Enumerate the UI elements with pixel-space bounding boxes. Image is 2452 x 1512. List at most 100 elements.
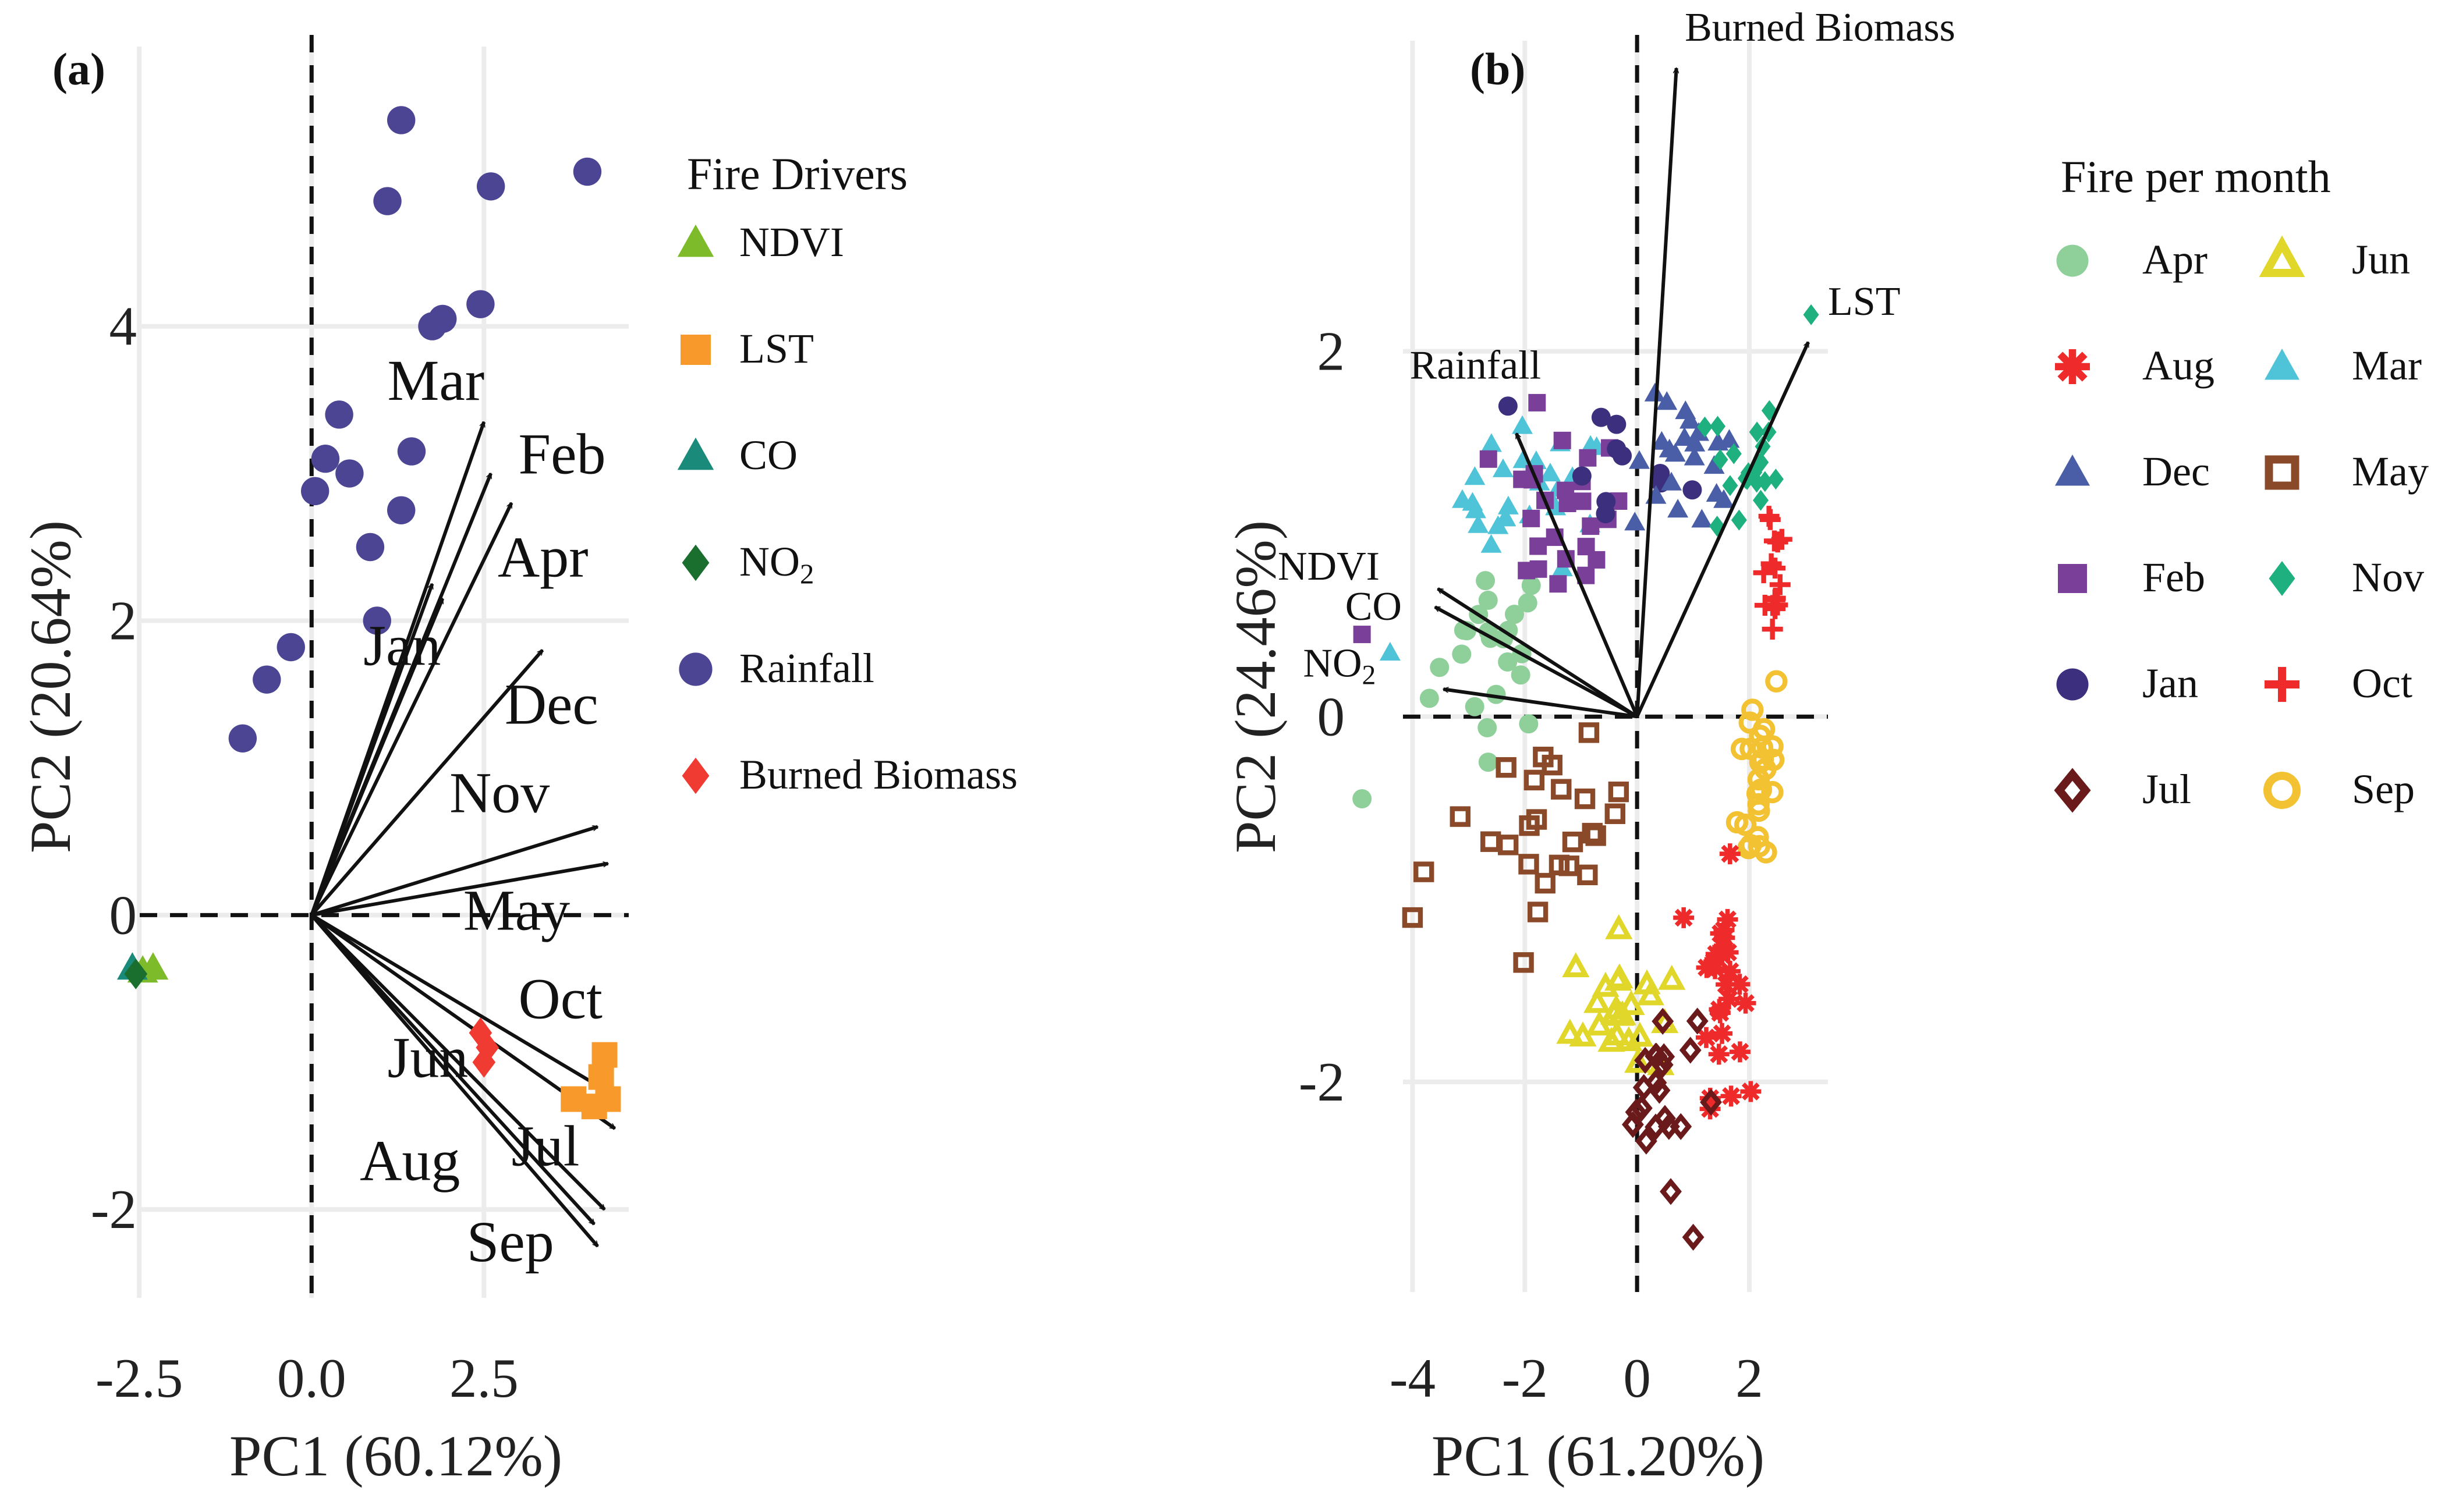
arrow-label-a-nov-text: Nov xyxy=(449,760,550,825)
point-b-feb-72 xyxy=(1528,393,1546,411)
point-b-jun-200 xyxy=(1605,914,1633,939)
point-b-nov-119 xyxy=(1757,471,1773,492)
legend-b: Fire per month Apr Jun Aug Mar Dec May Feb Nov J… xyxy=(2054,151,2429,813)
y-axis-title-a: PC2 (20.64%) xyxy=(18,520,83,853)
point-b-apr-15 xyxy=(1518,593,1537,613)
panel-a: Mar Feb Apr Jan Dec Nov May Oct Jun Aug Jul Sep -2.… xyxy=(18,35,1018,1488)
point-b-may-245 xyxy=(1551,779,1572,800)
arrow-label-a-may: May xyxy=(463,878,570,943)
point-b-aug-194 xyxy=(1719,843,1741,865)
point-b-feb-65 xyxy=(1553,431,1571,449)
point-b-apr-13 xyxy=(1486,684,1506,704)
arrow-b-lst xyxy=(1635,342,1810,718)
point-b-mar-29 xyxy=(1539,463,1561,482)
legend-a-label-burned-biomass: Burned Biomass xyxy=(739,751,1018,798)
point-b-dec-105 xyxy=(1691,509,1713,528)
points-a xyxy=(116,106,621,1120)
arrow-label-a-sep-text: Sep xyxy=(467,1209,554,1274)
point-b-may-246 xyxy=(1518,854,1539,875)
arrow-b-ndvi xyxy=(1438,587,1638,718)
point-b-may-258 xyxy=(1523,769,1545,791)
legend-b-marker-oct xyxy=(2265,667,2299,702)
legend-b-label-dec-text: Dec xyxy=(2142,448,2210,495)
x-tick-a-2: 2.5 xyxy=(449,1347,519,1409)
legend-a-label-ndvi: NDVI xyxy=(739,219,844,265)
arrow-label-b-no-subscript: 2 xyxy=(1362,661,1376,691)
point-b-feb-52 xyxy=(1522,509,1540,527)
arrow-a-oct-8 xyxy=(310,913,608,1094)
legend-b-marker-apr xyxy=(2056,244,2089,277)
arrow-label-a-may-text: May xyxy=(463,878,570,943)
point-b-aug-187 xyxy=(1719,960,1741,982)
arrow-label-b-lst: LST xyxy=(1828,279,1900,324)
point-b-sep-163 xyxy=(1737,837,1760,860)
arrow-label-a-jul: Jul xyxy=(512,1113,580,1178)
point-b-nov-122 xyxy=(1696,416,1713,438)
point-b-jul-231 xyxy=(1632,1074,1655,1101)
arrow-label-b-ndvi-text: NDVI xyxy=(1278,544,1380,589)
legend-b-label-aug: Aug xyxy=(2142,342,2214,389)
arrow-a-apr-2 xyxy=(310,503,513,916)
legend-b-marker-mar xyxy=(2265,349,2299,380)
arrow-label-a-jan: Jan xyxy=(363,613,441,677)
legend-a-label-co: CO xyxy=(739,432,798,478)
point-b-apr-269 xyxy=(1419,688,1439,708)
point-b-feb-57 xyxy=(1574,492,1592,510)
legend-a-label-burned-biomass-text: Burned Biomass xyxy=(739,751,1018,798)
point-b-aug-170 xyxy=(1712,1023,1733,1044)
point-b-sep-165 xyxy=(1749,751,1772,773)
point-b-jun-215 xyxy=(1604,966,1632,991)
point-b-nov-266 xyxy=(1803,304,1819,325)
point-b-feb-71 xyxy=(1588,551,1606,569)
point-b-jun-204 xyxy=(1562,952,1590,978)
legend-b-label-jun: Jun xyxy=(2352,236,2410,283)
legend-a-label-rainfall: Rainfall xyxy=(739,645,874,691)
point-a-rainfall-7 xyxy=(325,400,353,429)
point-a-rainfall-6 xyxy=(418,312,447,340)
point-b-aug-193 xyxy=(1717,908,1738,930)
point-b-apr-2 xyxy=(1498,652,1518,672)
arrow-label-a-mar: Mar xyxy=(388,348,485,413)
arrow-b-burned-biomass xyxy=(1635,68,1677,717)
x-tick-b-2: 0 xyxy=(1623,1347,1651,1409)
legend-b-marker-feb xyxy=(2058,564,2087,593)
point-b-apr-12 xyxy=(1511,665,1530,685)
point-b-oct-132 xyxy=(1762,619,1783,640)
point-b-jan-267 xyxy=(1498,396,1518,416)
arrow-a-dec-5 xyxy=(310,649,544,917)
legend-b-label-oct: Oct xyxy=(2352,660,2412,707)
point-a-lst-29 xyxy=(595,1086,621,1112)
point-b-jul-235 xyxy=(1654,1105,1676,1132)
point-a-rainfall-15 xyxy=(277,633,305,662)
legend-b-marker-dec xyxy=(2055,455,2090,486)
arrow-label-a-nov: Nov xyxy=(449,760,550,825)
point-b-sep-166 xyxy=(1761,780,1784,804)
point-b-jan-81 xyxy=(1607,439,1627,459)
point-b-apr-16 xyxy=(1479,622,1498,641)
arrow-label-a-apr: Apr xyxy=(498,525,589,590)
legend-b-label-apr: Apr xyxy=(2142,236,2207,283)
legend-b-label-dec: Dec xyxy=(2142,448,2210,495)
legend-b-label-apr-text: Apr xyxy=(2142,236,2207,283)
legend-a-marker-co xyxy=(677,437,714,470)
point-b-oct-131 xyxy=(1769,574,1791,595)
point-b-jul-240 xyxy=(1621,1111,1644,1138)
point-a-rainfall-10 xyxy=(335,459,364,488)
arrow-label-b-no-text: NO xyxy=(1303,641,1362,686)
arrow-label-a-jul-text: Jul xyxy=(512,1113,580,1178)
point-b-oct-143 xyxy=(1760,553,1782,574)
legend-a-label-co-text: CO xyxy=(739,432,798,478)
legend-a-label-no-text: NO xyxy=(739,538,800,585)
legend-b-label-feb-text: Feb xyxy=(2142,554,2205,601)
point-b-dec-91 xyxy=(1674,427,1695,446)
point-b-dec-107 xyxy=(1659,438,1680,457)
point-b-may-265 xyxy=(1574,788,1596,810)
legend-b-label-mar: Mar xyxy=(2352,342,2422,389)
legend-a-label-rainfall-text: Rainfall xyxy=(739,645,874,691)
legend-b-label-oct-text: Oct xyxy=(2352,660,2412,707)
point-b-may-260 xyxy=(1608,781,1629,803)
point-b-may-242 xyxy=(1577,864,1598,886)
point-b-may-244 xyxy=(1450,806,1471,827)
point-b-jul-222 xyxy=(1679,1037,1702,1064)
point-a-rainfall-14 xyxy=(363,606,391,635)
